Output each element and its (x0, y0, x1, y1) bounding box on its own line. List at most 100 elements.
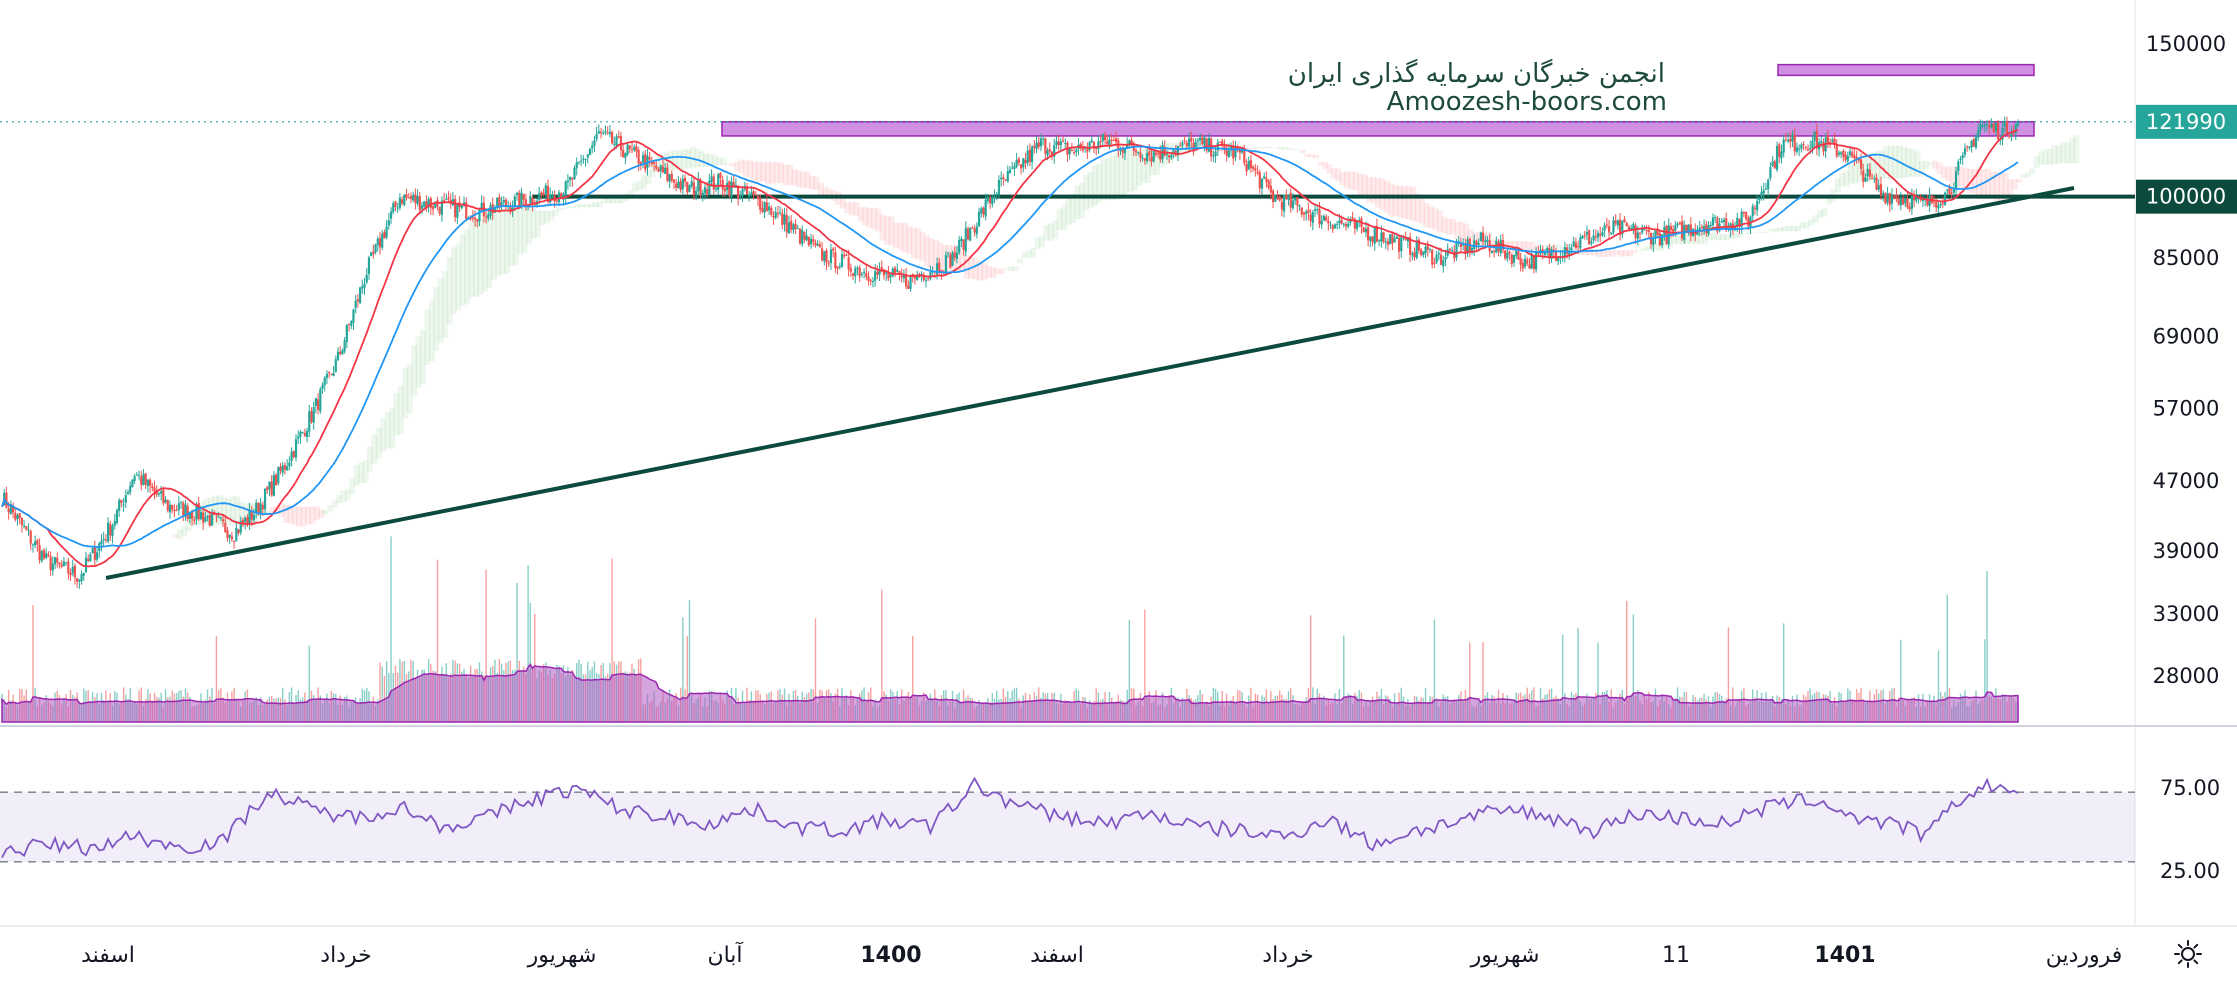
candle-body (980, 208, 983, 214)
candle-body (500, 202, 503, 207)
cloud-segment (521, 207, 528, 254)
candle-body (107, 522, 110, 542)
cloud-segment (486, 212, 493, 288)
candle-body (1921, 199, 1925, 201)
candle-body (1802, 144, 1805, 146)
candle-body (1393, 238, 1396, 243)
candle-body (1837, 152, 1841, 155)
candle-body (1532, 256, 1535, 269)
candle-body (1736, 217, 1739, 226)
candle-body (1002, 177, 1005, 180)
cloud-segment (1485, 232, 1492, 246)
candle-body (867, 276, 870, 281)
candle-body (1364, 228, 1367, 233)
cloud-segment (260, 506, 267, 516)
cloud-segment (397, 385, 404, 435)
candle-body (1672, 229, 1675, 232)
candle-body (1804, 146, 1807, 148)
cloud-segment (1145, 147, 1152, 183)
candle-body (1181, 142, 1184, 146)
candle-body (761, 208, 764, 212)
candle-body (675, 183, 678, 189)
candle-body (924, 279, 928, 281)
candle-body (263, 488, 267, 510)
candle-body (661, 166, 665, 173)
candle-body (303, 432, 306, 437)
cloud-segment (1998, 172, 2005, 202)
cloud-segment (1852, 161, 1859, 184)
cloud-segment (1096, 163, 1103, 204)
candle-body (436, 200, 439, 207)
candle-body (1932, 201, 1936, 203)
candle-body (717, 174, 720, 190)
candle-body (1406, 237, 1409, 242)
cloud-segment (769, 162, 776, 184)
candle-body (387, 220, 390, 226)
cloud-segment (172, 534, 179, 538)
candle-body (752, 191, 755, 195)
candle-body (739, 195, 742, 197)
cloud-segment (1932, 160, 1938, 169)
candle-body (1274, 195, 1277, 202)
candle-body (902, 274, 905, 279)
cloud-segment (371, 434, 378, 464)
candle-body (1607, 226, 1611, 233)
cloud-segment (238, 501, 245, 525)
candle-body (1884, 193, 1887, 204)
candle-body (144, 473, 147, 485)
cloud-segment (393, 392, 400, 436)
candle-body (1006, 171, 1009, 182)
candle-body (1822, 142, 1825, 152)
candle-body (814, 242, 817, 246)
cloud-segment (181, 526, 188, 537)
candle-body (856, 267, 859, 269)
candle-body (277, 466, 280, 484)
volume-bar (1561, 634, 1564, 722)
candle-body (308, 411, 311, 432)
cloud-segment (366, 446, 373, 472)
candle-body (1658, 233, 1661, 246)
candle-body (336, 351, 340, 360)
main-pane[interactable] (0, 0, 2135, 724)
candle-body (330, 373, 333, 375)
candle-body (993, 196, 996, 199)
cloud-segment (1653, 242, 1660, 251)
candle-body (1906, 198, 1909, 208)
candle-body (1698, 227, 1701, 231)
cloud-segment (963, 255, 970, 279)
settings-sun-icon[interactable] (2170, 936, 2206, 972)
candle-body (53, 557, 57, 565)
cloud-segment (1246, 147, 1253, 149)
candle-body (546, 186, 550, 202)
candle-body (438, 206, 441, 214)
candle-body (1190, 137, 1193, 142)
candle-body (1369, 236, 1372, 241)
cloud-segment (1105, 158, 1112, 201)
candle-body (228, 534, 231, 538)
candle-body (409, 196, 413, 200)
candle-body (1152, 150, 1155, 162)
price-tick-label: 69000 (2153, 324, 2220, 348)
cloud-segment (689, 146, 696, 168)
candle-body (383, 231, 386, 239)
candle-body (1059, 141, 1062, 146)
candle-body (1588, 230, 1591, 245)
candle-body (1901, 197, 1905, 205)
cloud-segment (879, 214, 886, 241)
candle-body (1601, 232, 1604, 236)
cloud-segment (702, 153, 709, 167)
cloud-segment (1136, 149, 1143, 187)
cloud-segment (1388, 183, 1395, 216)
candle-body (140, 476, 143, 485)
cloud-segment (641, 175, 648, 190)
price-tick-label: 85000 (2153, 246, 2220, 270)
candle-body (741, 189, 744, 196)
volume-ma-path (1, 663, 2019, 723)
cloud-segment (941, 245, 948, 271)
candle-body (1915, 196, 1918, 201)
volume-bar (912, 635, 914, 722)
candle-body (239, 521, 242, 533)
candle-body (597, 131, 600, 134)
candle-body (1621, 220, 1624, 235)
